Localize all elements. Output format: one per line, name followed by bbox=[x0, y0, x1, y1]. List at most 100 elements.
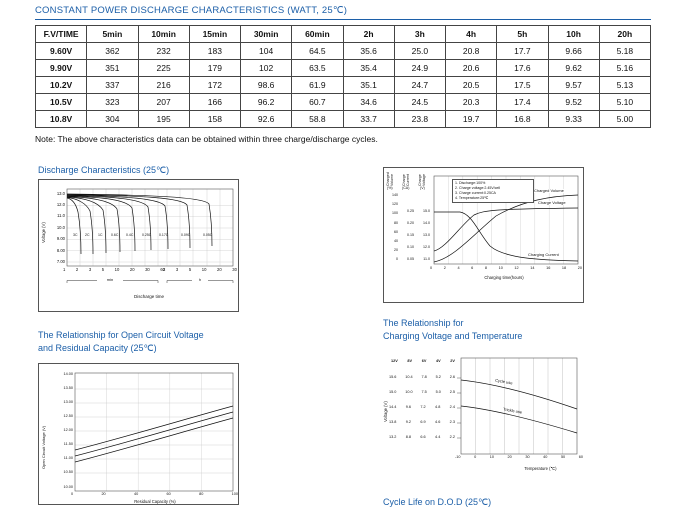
scale-row: 14.4 9.6 7.2 4.8 2.4 bbox=[389, 405, 455, 410]
charged-volume-curve-label: Charged Volume bbox=[534, 188, 564, 193]
tick-label: 30 bbox=[145, 267, 150, 272]
tick-label: 120 bbox=[392, 202, 398, 207]
tick-label: 3 bbox=[88, 267, 92, 272]
discharge-curves bbox=[66, 193, 213, 255]
tick-label: 60 bbox=[578, 455, 583, 459]
rate-label: 0.05C bbox=[203, 233, 213, 237]
tick-label: 14 bbox=[530, 266, 535, 270]
column-header: 10min bbox=[137, 25, 190, 43]
tick-label: 60 bbox=[394, 229, 398, 234]
scale-value: 9.6 bbox=[405, 405, 412, 409]
temp-ylabel: Voltage (V) bbox=[383, 401, 388, 422]
tick-label: 13.0 bbox=[423, 233, 430, 238]
discharge-chart: Voltage (V) 13.0 12.0 11.0 10.0 9.00 8.00 7.00… bbox=[38, 179, 239, 312]
tick-label: 13.50 bbox=[63, 385, 73, 390]
tick-label: 18 bbox=[561, 266, 567, 270]
value-cell: 5.10 bbox=[598, 93, 652, 111]
charge-conditions-legend: 1. Discharge:100% 2. Charge voltage:2.45… bbox=[452, 179, 534, 204]
table-row: 10.2V 337 216 172 98.6 61.9 35.1 24.7 20.5 17.5 9.… bbox=[34, 76, 652, 94]
tick-label: 12.0 bbox=[56, 201, 65, 207]
tick-label: 0 bbox=[396, 257, 398, 262]
tick-label: 14.0 bbox=[423, 221, 430, 226]
trickle-use-curve bbox=[460, 405, 578, 434]
tick-label: 0 bbox=[71, 492, 74, 496]
tick-label: 15.0 bbox=[423, 209, 430, 213]
value-cell: 102 bbox=[239, 59, 293, 77]
value-cell: 92.6 bbox=[239, 110, 293, 128]
value-cell: 20.3 bbox=[444, 93, 498, 111]
row-label-cell: 10.2V bbox=[34, 76, 88, 94]
gridlines bbox=[75, 373, 233, 491]
value-cell: 35.1 bbox=[342, 76, 395, 94]
tick-label: 11.50 bbox=[63, 442, 73, 447]
ocv-chart-title-line2: and Residual Capacity (25℃) bbox=[38, 343, 157, 353]
charge-current-axis-title: Charge Current bbox=[402, 174, 411, 186]
value-cell: 195 bbox=[137, 110, 190, 128]
tick-label: 11.0 bbox=[423, 257, 430, 262]
minutes-unit-label: min bbox=[97, 278, 123, 282]
page-title: CONSTANT POWER DISCHARGE CHARACTERISTICS… bbox=[35, 5, 651, 20]
tick-label: 20 bbox=[507, 455, 512, 459]
discharge-ytick-labels: 13.0 12.0 11.0 10.0 9.00 8.00 7.00 bbox=[47, 191, 65, 265]
ocv-xlabel: Residual Capacity (%) bbox=[134, 499, 176, 504]
scale-value: 8.8 bbox=[405, 435, 412, 439]
tick-label: 5 bbox=[101, 267, 105, 272]
table-row: 10.5V 323 207 166 96.2 60.7 34.6 24.5 20.3 17.4 9.… bbox=[34, 93, 652, 111]
value-cell: 25.0 bbox=[393, 42, 447, 60]
ocv-chart-title-line1: The Relationship for Open Circuit Voltag… bbox=[38, 330, 204, 340]
tick-label: 8 bbox=[484, 266, 487, 270]
discharge-xlabel: Discharge time bbox=[133, 294, 164, 299]
tick-label: -10 bbox=[455, 455, 461, 459]
column-header: 6V bbox=[421, 359, 427, 363]
column-header: 30min bbox=[239, 25, 293, 43]
charge-current-ticks: 0.25 0.20 0.15 0.10 0.05 bbox=[400, 209, 414, 262]
table-row: 10.8V 304 195 158 92.6 58.8 33.7 23.8 19.7 16.8 9.… bbox=[34, 110, 652, 128]
value-cell: 19.7 bbox=[444, 110, 498, 128]
charge-voltage-ticks: 15.0 14.0 13.0 12.0 11.0 bbox=[416, 209, 430, 262]
value-cell: 58.8 bbox=[291, 110, 344, 128]
tick-label: 10.0 bbox=[56, 224, 65, 230]
ocv-chart: Open Circuit Voltage (V) 14.00 13.50 13.00… bbox=[38, 363, 239, 505]
gridlines bbox=[67, 189, 233, 266]
cycle-life-title: Cycle Life on D.O.D (25℃) bbox=[383, 497, 492, 507]
value-cell: 20.6 bbox=[444, 59, 498, 77]
column-header: 15min bbox=[188, 25, 242, 43]
charge-curves bbox=[433, 194, 579, 263]
charge-voltage-axis-title: Charge Voltage bbox=[418, 174, 427, 186]
tick-label: 8.00 bbox=[56, 247, 65, 253]
value-cell: 9.62 bbox=[547, 59, 600, 77]
tick-label: 60 bbox=[160, 267, 165, 272]
charged-volume-curve bbox=[433, 194, 579, 263]
row-label-cell: 10.8V bbox=[34, 110, 88, 128]
rate-label: 0.25C bbox=[142, 233, 152, 237]
charged-volume-ticks: 140 120 100 80 60 40 20 0 bbox=[384, 193, 398, 262]
discharge-xticks-min: 1 2 3 5 10 20 30 60 bbox=[63, 267, 165, 272]
tick-label: 11.0 bbox=[57, 213, 65, 219]
column-header: 2V bbox=[450, 359, 455, 363]
tick-label: 80 bbox=[199, 492, 204, 496]
tick-label: 0 bbox=[474, 455, 477, 459]
tick-label: 100 bbox=[392, 211, 398, 216]
scale-value: 7.8 bbox=[421, 375, 427, 379]
value-cell: 5.18 bbox=[598, 42, 652, 60]
percent-unit-header: (%) bbox=[387, 186, 393, 190]
temp-chart-title-line1: The Relationship for bbox=[383, 318, 464, 328]
tick-label: 4 bbox=[457, 266, 460, 270]
tick-label: 20 bbox=[394, 248, 398, 253]
value-cell: 207 bbox=[137, 93, 190, 111]
value-cell: 337 bbox=[86, 76, 139, 94]
row-label-cell: 10.5V bbox=[34, 93, 88, 111]
scale-value: 7.2 bbox=[420, 405, 426, 409]
scale-value: 6.9 bbox=[420, 420, 426, 424]
cycle-use-curve bbox=[460, 379, 578, 410]
plot-frame bbox=[74, 372, 234, 492]
tick-label: 140 bbox=[392, 193, 398, 197]
tick-label: 30 bbox=[232, 267, 237, 272]
tick-label: 14.00 bbox=[63, 371, 73, 376]
value-cell: 9.57 bbox=[547, 76, 600, 94]
tick-label: 10 bbox=[201, 267, 207, 272]
scale-value: 4.6 bbox=[435, 420, 441, 424]
tick-label: 5 bbox=[188, 267, 192, 272]
value-cell: 64.5 bbox=[291, 42, 344, 60]
